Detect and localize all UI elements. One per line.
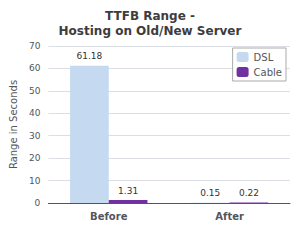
svg-text:60: 60 [29,63,41,73]
svg-text:1.31: 1.31 [118,186,138,196]
svg-text:DSL: DSL [254,52,274,63]
svg-text:10: 10 [29,176,41,186]
svg-text:TTFB Range -: TTFB Range - [105,9,195,23]
svg-text:61.18: 61.18 [77,51,103,61]
svg-text:70: 70 [29,41,41,51]
svg-text:Range in Seconds: Range in Seconds [8,80,19,169]
svg-text:After: After [215,211,244,222]
svg-text:0.15: 0.15 [200,188,220,198]
svg-text:30: 30 [29,131,41,141]
svg-text:Before: Before [90,211,128,222]
svg-text:Cable: Cable [254,67,282,78]
svg-text:0.22: 0.22 [239,188,259,198]
svg-text:0: 0 [35,198,41,208]
svg-text:50: 50 [29,86,41,96]
svg-text:Hosting on Old/New Server: Hosting on Old/New Server [59,24,242,38]
svg-text:20: 20 [29,153,41,163]
svg-text:40: 40 [29,108,41,118]
